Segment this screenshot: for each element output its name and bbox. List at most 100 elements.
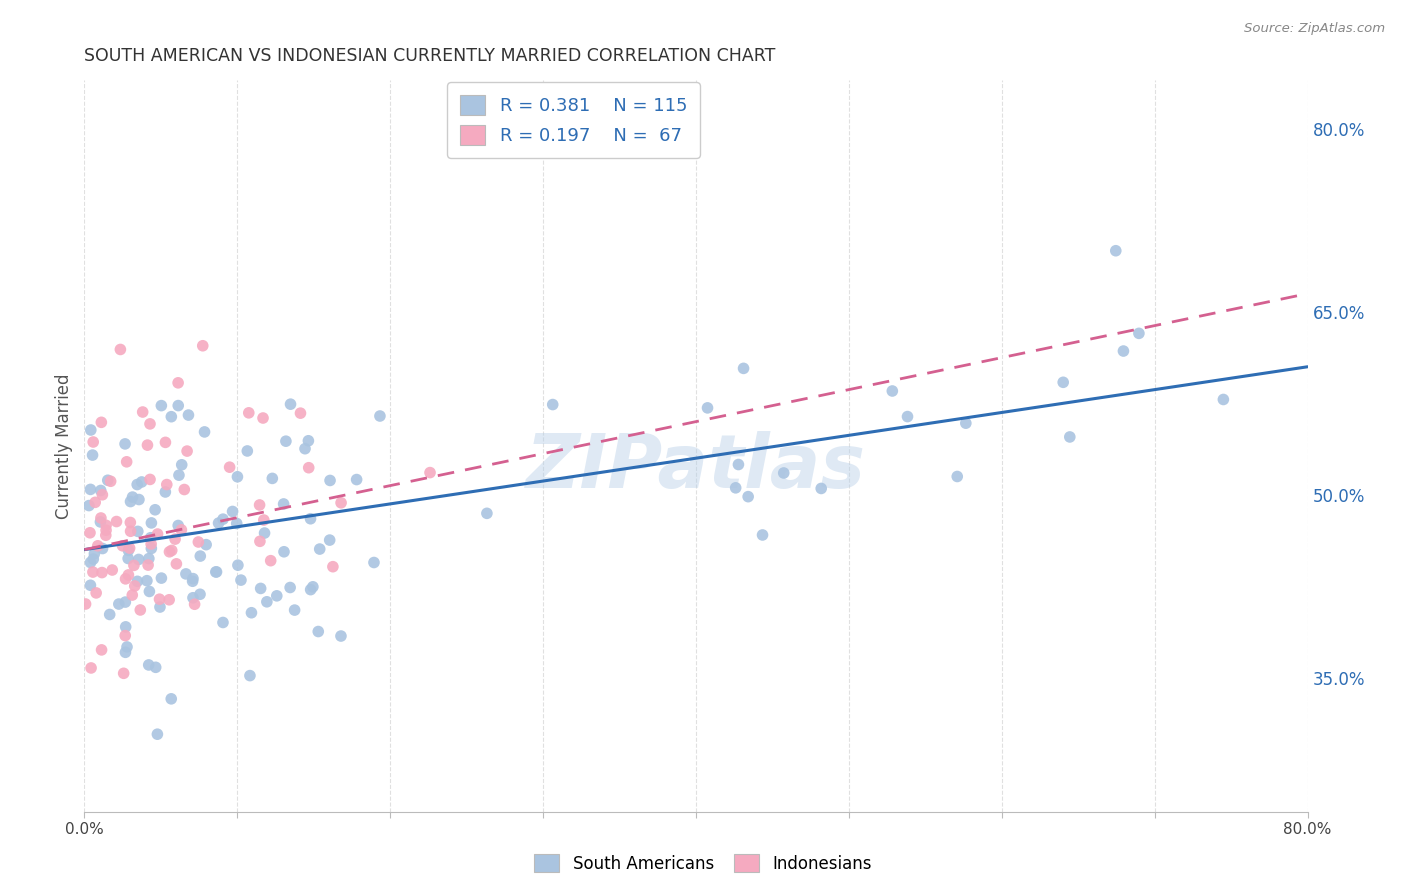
Point xyxy=(187,535,209,549)
Point xyxy=(1059,430,1081,444)
Point xyxy=(120,494,142,508)
Point xyxy=(117,551,139,566)
Point xyxy=(290,406,312,420)
Point xyxy=(273,497,295,511)
Point xyxy=(115,640,138,654)
Point xyxy=(273,545,295,559)
Point xyxy=(1128,326,1150,341)
Point xyxy=(89,515,111,529)
Point xyxy=(278,581,301,595)
Point xyxy=(772,466,794,480)
Point xyxy=(266,589,288,603)
Point xyxy=(114,437,136,451)
Point xyxy=(105,515,128,529)
Point xyxy=(181,572,204,586)
Point xyxy=(94,518,117,533)
Point xyxy=(946,469,969,483)
Point xyxy=(262,471,284,485)
Point xyxy=(101,563,124,577)
Point xyxy=(148,592,170,607)
Point xyxy=(294,442,316,456)
Text: SOUTH AMERICAN VS INDONESIAN CURRENTLY MARRIED CORRELATION CHART: SOUTH AMERICAN VS INDONESIAN CURRENTLY M… xyxy=(84,47,776,65)
Point xyxy=(727,458,749,472)
Point xyxy=(170,458,193,472)
Point xyxy=(363,556,385,570)
Point xyxy=(127,524,149,539)
Point xyxy=(1112,344,1135,359)
Point xyxy=(167,468,190,483)
Point xyxy=(90,415,112,429)
Point xyxy=(896,409,918,424)
Point xyxy=(138,551,160,566)
Point xyxy=(87,539,110,553)
Point xyxy=(810,482,832,496)
Point xyxy=(129,603,152,617)
Point xyxy=(218,460,240,475)
Point xyxy=(136,558,159,572)
Point xyxy=(80,661,103,675)
Point xyxy=(181,591,204,605)
Point xyxy=(157,592,180,607)
Point xyxy=(79,525,101,540)
Point xyxy=(955,416,977,430)
Point xyxy=(114,620,136,634)
Point xyxy=(156,477,179,491)
Point xyxy=(252,411,274,425)
Point xyxy=(226,470,249,484)
Point xyxy=(111,539,134,553)
Point xyxy=(121,588,143,602)
Point xyxy=(205,565,228,579)
Point xyxy=(84,495,107,509)
Point xyxy=(165,557,187,571)
Point xyxy=(229,573,252,587)
Point xyxy=(91,488,114,502)
Point xyxy=(128,552,150,566)
Point xyxy=(318,533,340,547)
Point xyxy=(696,401,718,415)
Point xyxy=(141,537,163,551)
Legend: South Americans, Indonesians: South Americans, Indonesians xyxy=(527,847,879,880)
Point xyxy=(84,586,107,600)
Point xyxy=(475,506,498,520)
Point xyxy=(131,405,153,419)
Point xyxy=(100,475,122,489)
Point xyxy=(733,361,755,376)
Point xyxy=(83,547,105,561)
Point xyxy=(150,571,173,585)
Text: ZIPatlas: ZIPatlas xyxy=(526,432,866,505)
Point xyxy=(79,483,101,497)
Point xyxy=(240,606,263,620)
Point xyxy=(207,516,229,530)
Point xyxy=(79,556,101,570)
Point xyxy=(114,645,136,659)
Point xyxy=(75,597,97,611)
Text: Source: ZipAtlas.com: Source: ZipAtlas.com xyxy=(1244,22,1385,36)
Point xyxy=(238,406,260,420)
Point xyxy=(143,502,166,516)
Point xyxy=(139,472,162,486)
Point xyxy=(155,485,177,500)
Point xyxy=(170,523,193,537)
Point xyxy=(183,597,205,611)
Point xyxy=(110,343,132,357)
Point xyxy=(212,512,235,526)
Point xyxy=(108,597,131,611)
Point xyxy=(165,532,187,546)
Point xyxy=(114,629,136,643)
Point xyxy=(181,574,204,589)
Point xyxy=(120,516,142,530)
Point xyxy=(118,541,141,556)
Point xyxy=(221,504,243,518)
Point xyxy=(91,566,114,580)
Point xyxy=(249,582,271,596)
Point xyxy=(82,552,104,566)
Point xyxy=(176,444,198,458)
Point xyxy=(127,574,149,589)
Point xyxy=(128,492,150,507)
Point xyxy=(541,398,564,412)
Point xyxy=(77,499,100,513)
Point xyxy=(256,595,278,609)
Point xyxy=(80,423,103,437)
Point xyxy=(90,643,112,657)
Point xyxy=(79,578,101,592)
